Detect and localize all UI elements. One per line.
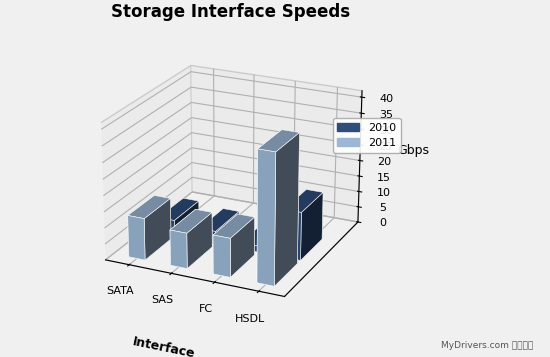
Legend: 2010, 2011: 2010, 2011 [333, 118, 400, 152]
X-axis label: Interface: Interface [132, 335, 197, 357]
Text: MyDrivers.com 驱动之家: MyDrivers.com 驱动之家 [441, 341, 534, 350]
Title: Storage Interface Speeds: Storage Interface Speeds [112, 4, 350, 21]
